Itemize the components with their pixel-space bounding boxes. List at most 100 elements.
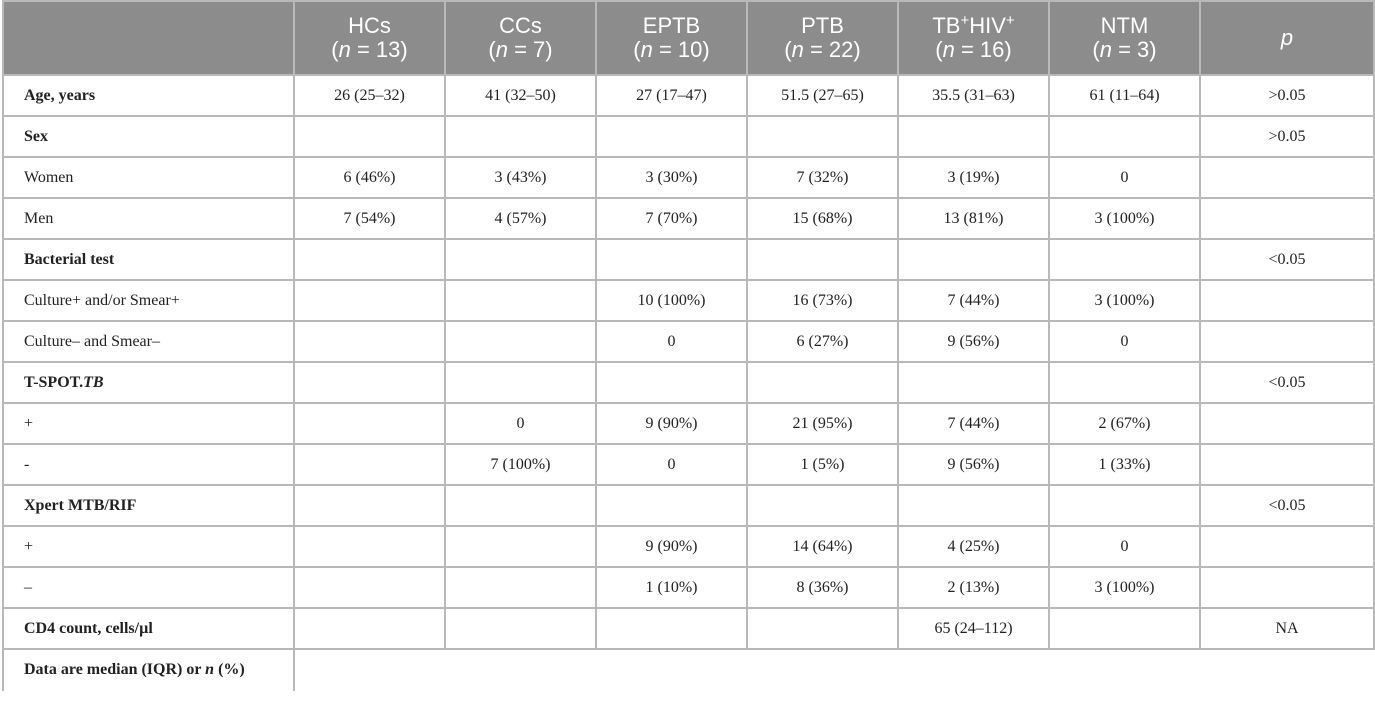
table-row: Xpert MTB/RIF <0.05 bbox=[2, 484, 1375, 527]
header-tb-hiv-n: (n = 16) bbox=[935, 37, 1012, 62]
table-cell bbox=[897, 361, 1050, 404]
header-hcs-name: HCs bbox=[348, 13, 391, 38]
header-ccs: CCs (n = 7) bbox=[444, 0, 597, 76]
table-cell: 13 (81%) bbox=[897, 197, 1050, 240]
header-eptb-n: (n = 10) bbox=[633, 37, 710, 62]
footnote-row: Data are median (IQR) or n (%) bbox=[2, 648, 1374, 690]
p-value-cell bbox=[1199, 525, 1375, 568]
table-row: – 1 (10%) 8 (36%) 2 (13%) 3 (100%) bbox=[2, 566, 1375, 609]
row-label: Sex bbox=[2, 115, 295, 158]
header-eptb-name: EPTB bbox=[642, 13, 701, 38]
p-value-cell: <0.05 bbox=[1199, 361, 1375, 404]
empty-cell bbox=[746, 648, 898, 690]
table-cell: 3 (100%) bbox=[1048, 566, 1201, 609]
header-hcs-n: (n = 13) bbox=[331, 37, 408, 62]
header-ccs-name: CCs bbox=[499, 13, 542, 38]
empty-cell bbox=[444, 648, 596, 690]
table-cell bbox=[746, 238, 899, 281]
table-cell: 6 (27%) bbox=[746, 320, 899, 363]
header-ntm-name: NTM bbox=[1100, 13, 1149, 38]
table-cell bbox=[444, 320, 597, 363]
table-cell: 0 bbox=[444, 402, 597, 445]
header-ptb: PTB (n = 22) bbox=[746, 0, 899, 76]
table-cell: 3 (19%) bbox=[897, 156, 1050, 199]
table-cell: 26 (25–32) bbox=[293, 74, 446, 117]
p-value-cell: >0.05 bbox=[1199, 74, 1375, 117]
table-cell bbox=[444, 115, 597, 158]
header-hcs: HCs (n = 13) bbox=[293, 0, 446, 76]
table-cell: 7 (32%) bbox=[746, 156, 899, 199]
table-row: Culture+ and/or Smear+ 10 (100%) 16 (73%… bbox=[2, 279, 1375, 322]
table-cell: 7 (100%) bbox=[444, 443, 597, 486]
table-cell bbox=[746, 607, 899, 650]
table-cell: 1 (33%) bbox=[1048, 443, 1201, 486]
table-cell bbox=[293, 402, 446, 445]
row-label: Bacterial test bbox=[2, 238, 295, 281]
table-cell: 61 (11–64) bbox=[1048, 74, 1201, 117]
table-cell bbox=[595, 484, 748, 527]
table-cell bbox=[1048, 361, 1201, 404]
table-cell: 1 (10%) bbox=[595, 566, 748, 609]
header-corner-cell bbox=[2, 0, 295, 76]
row-label: Age, years bbox=[2, 74, 295, 117]
table-row: T-SPOT.TB <0.05 bbox=[2, 361, 1375, 404]
header-eptb: EPTB (n = 10) bbox=[595, 0, 748, 76]
table-cell: 3 (100%) bbox=[1048, 197, 1201, 240]
table-cell: 35.5 (31–63) bbox=[897, 74, 1050, 117]
table-cell bbox=[293, 443, 446, 486]
table-row: CD4 count, cells/µl 65 (24–112) NA bbox=[2, 607, 1375, 650]
table-cell bbox=[595, 115, 748, 158]
table-cell: 41 (32–50) bbox=[444, 74, 597, 117]
row-label: + bbox=[2, 525, 295, 568]
row-label: T-SPOT.TB bbox=[2, 361, 295, 404]
table-cell: 6 (46%) bbox=[293, 156, 446, 199]
header-ntm-n: (n = 3) bbox=[1092, 37, 1157, 62]
table-cell: 27 (17–47) bbox=[595, 74, 748, 117]
table-cell: 0 bbox=[595, 443, 748, 486]
header-ptb-n: (n = 22) bbox=[784, 37, 861, 62]
table-cell bbox=[746, 115, 899, 158]
empty-cell bbox=[595, 648, 747, 690]
table-cell: 8 (36%) bbox=[746, 566, 899, 609]
table-cell: 3 (43%) bbox=[444, 156, 597, 199]
table-cell: 2 (67%) bbox=[1048, 402, 1201, 445]
table-cell: 7 (44%) bbox=[897, 279, 1050, 322]
table-cell bbox=[595, 361, 748, 404]
table-cell bbox=[444, 361, 597, 404]
table-cell bbox=[293, 566, 446, 609]
table-cell: 15 (68%) bbox=[746, 197, 899, 240]
table-cell: 9 (56%) bbox=[897, 443, 1050, 486]
table-cell: 7 (44%) bbox=[897, 402, 1050, 445]
characteristics-table: HCs (n = 13) CCs (n = 7) EPTB (n = 10) P… bbox=[2, 0, 1375, 691]
table-cell: 3 (30%) bbox=[595, 156, 748, 199]
table-cell bbox=[444, 566, 597, 609]
table-row: Age, years 26 (25–32) 41 (32–50) 27 (17–… bbox=[2, 74, 1375, 117]
p-value-cell: <0.05 bbox=[1199, 238, 1375, 281]
table-cell bbox=[444, 525, 597, 568]
table-cell bbox=[595, 238, 748, 281]
table-cell bbox=[293, 607, 446, 650]
header-tb-hiv-name: TB+HIV+ bbox=[932, 12, 1015, 38]
table-cell: 9 (90%) bbox=[595, 402, 748, 445]
table-row: Bacterial test <0.05 bbox=[2, 238, 1375, 281]
header-row: HCs (n = 13) CCs (n = 7) EPTB (n = 10) P… bbox=[2, 0, 1375, 76]
row-label: Xpert MTB/RIF bbox=[2, 484, 295, 527]
table-cell: 16 (73%) bbox=[746, 279, 899, 322]
empty-cell bbox=[1048, 648, 1200, 690]
p-value-cell: NA bbox=[1199, 607, 1375, 650]
table-cell bbox=[293, 361, 446, 404]
table-row: Culture– and Smear– 0 6 (27%) 9 (56%) 0 bbox=[2, 320, 1375, 363]
row-label: Culture+ and/or Smear+ bbox=[2, 279, 295, 322]
header-ntm: NTM (n = 3) bbox=[1048, 0, 1201, 76]
table-cell: 2 (13%) bbox=[897, 566, 1050, 609]
table-footnote: Data are median (IQR) or n (%) bbox=[2, 648, 295, 690]
row-label: Culture– and Smear– bbox=[2, 320, 295, 363]
table-cell: 0 bbox=[1048, 156, 1201, 199]
empty-cell bbox=[1199, 648, 1374, 690]
empty-cell bbox=[293, 648, 445, 690]
table-cell bbox=[595, 607, 748, 650]
row-label: Men bbox=[2, 197, 295, 240]
table-cell bbox=[1048, 484, 1201, 527]
table-cell: 4 (57%) bbox=[444, 197, 597, 240]
table-cell bbox=[444, 607, 597, 650]
